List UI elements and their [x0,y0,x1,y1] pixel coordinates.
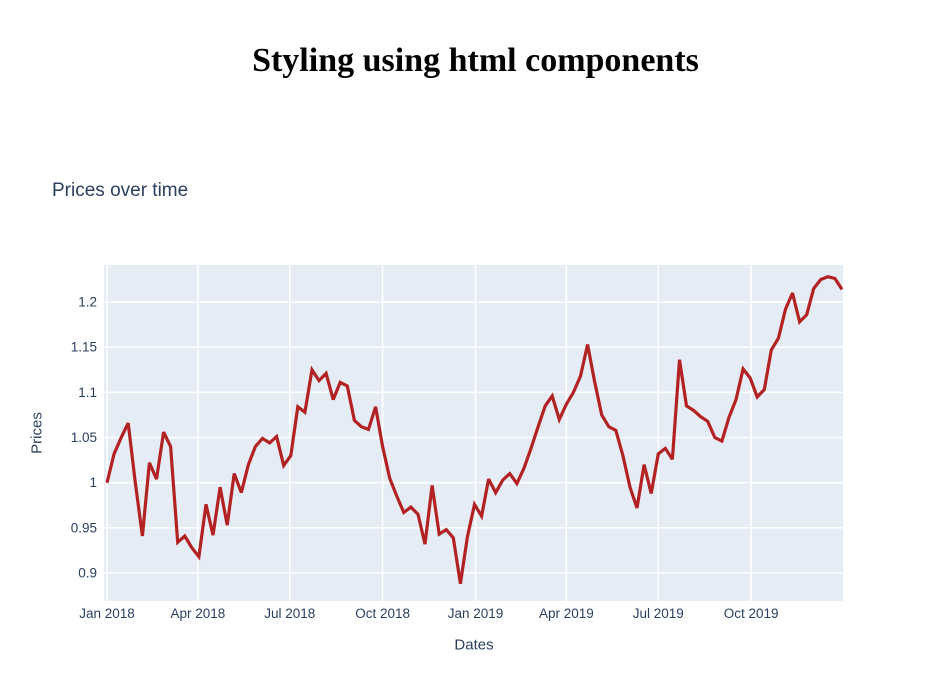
x-tick-label: Jan 2018 [79,606,135,621]
y-tick-label: 1.05 [71,430,97,445]
x-tick-label: Oct 2019 [724,606,779,621]
x-tick-label: Jan 2019 [448,606,504,621]
x-tick-label: Apr 2019 [539,606,594,621]
page-title: Styling using html components [252,42,699,79]
x-tick-label: Apr 2018 [170,606,225,621]
chart-title: Prices over time [52,180,189,201]
y-tick-label: 1.2 [78,295,97,310]
x-tick-label: Jul 2019 [633,606,684,621]
x-tick-label: Oct 2018 [355,606,410,621]
y-tick-label: 1.15 [71,340,97,355]
y-tick-label: 0.95 [71,520,97,535]
x-tick-label: Jul 2018 [264,606,315,621]
price-line-series[interactable] [105,275,844,585]
y-tick-label: 1.1 [78,385,97,400]
y-axis-title: Prices [28,412,46,454]
y-tick-label: 1 [89,475,97,490]
y-tick-label: 0.9 [78,566,97,581]
plot-area[interactable] [104,265,843,601]
x-axis-title: Dates [454,636,494,654]
